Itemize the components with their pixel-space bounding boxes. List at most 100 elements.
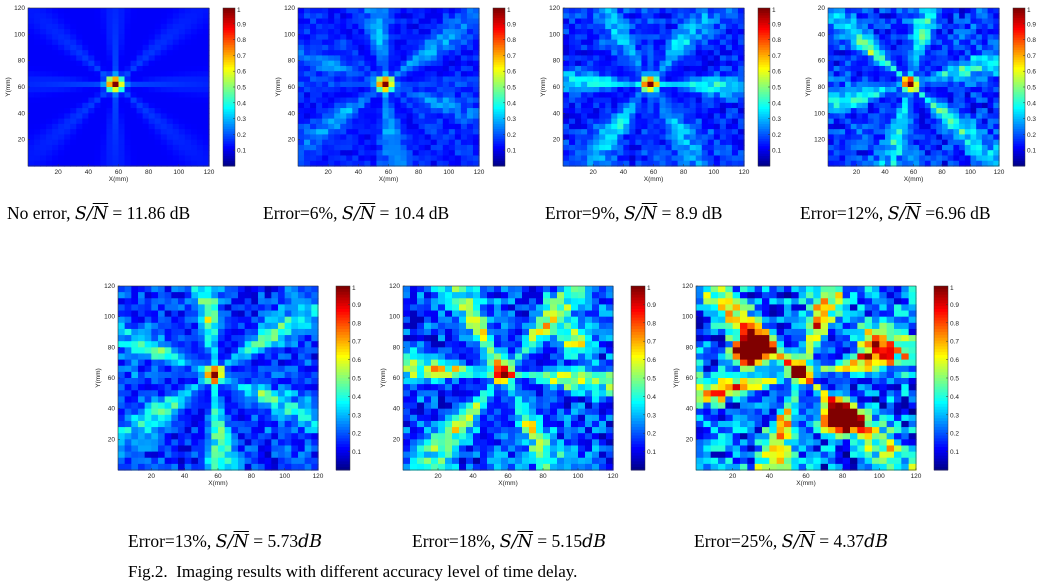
heatmap-cell [124,60,132,67]
heatmap-cell [202,160,210,167]
heatmap-cell [987,60,994,67]
heatmap-cell [131,408,139,416]
heatmap-cell [164,433,172,440]
heatmap-cell [172,81,180,88]
heatmap-cell [605,44,612,51]
heatmap-cell [202,65,210,72]
heatmap-cell [850,44,858,51]
heatmap-cell [118,439,126,447]
colorbar-step [1013,121,1025,125]
heatmap-cell [334,18,341,25]
heatmap-cell [178,427,186,434]
colorbar-tick-label: 0.8 [237,37,246,44]
heatmap-cell [382,76,390,83]
heatmap-cell [460,39,468,46]
heatmap-cell [701,134,709,141]
heatmap-cell [278,396,286,404]
heatmap-cell [124,316,132,324]
heatmap-cell [611,29,618,35]
heatmap-cell [913,92,920,99]
colorbar-step [223,111,235,115]
heatmap-cell [563,155,570,162]
heatmap-cell [112,113,120,120]
heatmap-cell [196,44,204,51]
heatmap-cell [171,359,179,367]
heatmap-cell [388,34,396,41]
colorbar-step [493,104,505,108]
heatmap-cell [316,97,323,104]
heatmap-cell [58,65,65,72]
heatmap-cell [987,129,994,135]
heatmap-cell [947,76,954,83]
heatmap-cell [334,123,341,130]
heatmap-cell [178,44,186,51]
heatmap-cell [100,50,108,56]
heatmap-cell [695,134,703,141]
heatmap-cell [919,144,926,151]
heatmap-cell [271,451,279,459]
heatmap-cell [258,396,266,404]
heatmap-cell [412,81,420,88]
heatmap-cell [154,34,162,41]
colorbar-step [758,124,770,127]
heatmap-cell [166,150,174,157]
colorbar-tick-label: 0.7 [772,53,781,60]
heatmap-cell [106,160,114,167]
heatmap-cell [158,463,166,471]
heatmap-cell [677,144,685,151]
colorbar-step [493,89,505,93]
heatmap-cell [701,87,709,93]
heatmap-cell [442,8,450,14]
colorbar-step [493,94,505,98]
colorbar-step [223,148,235,152]
heatmap-cell [124,150,132,157]
colorbar-tick-label: 0.6 [507,69,516,76]
x-tick-label: 20 [148,473,156,480]
heatmap-cell [130,87,138,93]
heatmap-cell [244,310,252,318]
heatmap-cell [442,76,450,83]
heatmap-cell [278,408,286,416]
heatmap-cell [964,44,972,51]
heatmap-cell [629,160,636,167]
heatmap-cell [737,87,745,93]
heatmap-cell [100,8,108,14]
heatmap-cell [695,39,703,46]
heatmap-cell [124,433,132,440]
heatmap-cell [953,139,960,146]
colorbar-step [223,89,235,93]
heatmap-cell [291,292,299,299]
heatmap-cell [959,97,966,104]
heatmap-cell [172,97,180,104]
heatmap-cell [924,44,932,51]
heatmap-cell [171,390,179,397]
colorbar-step [493,8,505,11]
heatmap-cell [271,463,279,471]
heatmap-cell [719,50,727,56]
heatmap-cell [52,44,59,51]
heatmap-cell [154,13,162,20]
heatmap-cell [701,65,709,72]
heatmap-cell [885,60,892,67]
heatmap-cell [713,18,721,25]
heatmap-cell [671,160,679,167]
heatmap-cell [106,139,114,146]
heatmap-cell [388,150,396,157]
heatmap-cell [665,118,673,125]
heatmap-cell [388,55,396,62]
colorbar-step [1013,111,1025,115]
heatmap-cell [64,60,71,67]
heatmap-cell [34,134,41,141]
heatmap-cell [689,29,697,35]
heatmap-cell [204,427,212,434]
heatmap-cell [328,139,335,146]
heatmap-cell [424,39,432,46]
heatmap-cell [942,8,949,14]
x-tick-label: 40 [85,169,93,176]
heatmap-cell [198,292,206,299]
heatmap-cell [118,65,126,72]
heatmap-cell [106,97,114,104]
heatmap-cell [605,92,612,99]
heatmap-cell [394,87,402,93]
heatmap-cell [82,129,89,135]
